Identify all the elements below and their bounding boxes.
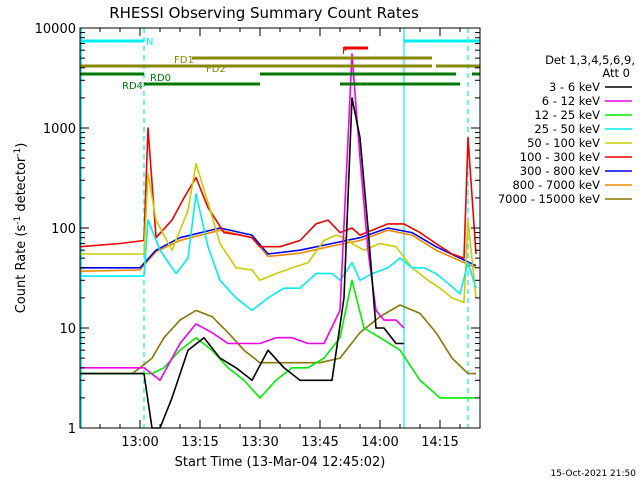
y-tick-label: 100	[51, 222, 76, 237]
chart-title: RHESSI Observing Summary Count Rates	[109, 4, 419, 22]
y-tick-label: 10000	[35, 22, 76, 37]
x-tick-label: 14:15	[421, 435, 458, 450]
x-tick-label: 14:00	[361, 435, 398, 450]
annotation-label-rd4: RD4	[122, 81, 143, 92]
series-line-6	[79, 127, 477, 259]
legend-label: 6 - 12 keV	[542, 94, 600, 108]
x-axis-label: Start Time (13-Mar-04 12:45:02)	[175, 455, 386, 470]
series-line-2	[80, 53, 405, 382]
series-line-8	[79, 229, 477, 272]
legend-label: 300 - 800 keV	[520, 164, 600, 178]
legend-header-detectors: Det 1,3,4,5,6,9,	[545, 53, 635, 67]
x-tick-label: 13:45	[301, 435, 338, 450]
y-tick-label: 1000	[43, 122, 76, 137]
legend-label: 50 - 100 keV	[527, 136, 600, 150]
y-tick-label: 1	[68, 422, 76, 437]
legend-label: 800 - 7000 keV	[512, 178, 600, 192]
annotation-label-f: F	[342, 46, 348, 57]
x-axis: 13:00 13:15 13:30 13:45 14:00 14:15	[79, 28, 481, 450]
legend-label: 7000 - 15000 keV	[498, 192, 600, 206]
title-layer: RHESSI Observing Summary Count Rates	[109, 4, 419, 22]
series-line-9	[80, 304, 476, 375]
plot-area: N F FD1 FD2 RD0 RD4	[79, 28, 480, 429]
y-axis-label: Count Rate (s-1 detector-1)	[13, 143, 29, 314]
annotation-label-fd1: FD1	[174, 55, 194, 66]
series-line-7	[80, 227, 477, 269]
legend-label: 3 - 6 keV	[549, 80, 600, 94]
annotation-label-rd0: RD0	[150, 73, 171, 84]
annotation-label-n: N	[146, 37, 153, 48]
legend-header-attenuator: Att 0	[602, 66, 630, 80]
x-tick-label: 13:15	[181, 435, 218, 450]
series-line-4	[80, 193, 477, 312]
footer-timestamp: 15-Oct-2021 21:50	[551, 469, 637, 479]
legend-label: 100 - 300 keV	[520, 150, 600, 164]
legend-label: 25 - 50 keV	[534, 122, 600, 136]
legend-label: 12 - 25 keV	[534, 108, 600, 122]
y-axis: 1 10 100 1000 10000	[35, 22, 480, 437]
series-line-3	[80, 279, 476, 399]
y-tick-label: 10	[59, 322, 76, 337]
x-tick-label: 13:30	[241, 435, 278, 450]
series-line-5	[80, 162, 477, 304]
annotation-label-fd2: FD2	[206, 64, 226, 75]
x-tick-label: 13:00	[121, 435, 158, 450]
